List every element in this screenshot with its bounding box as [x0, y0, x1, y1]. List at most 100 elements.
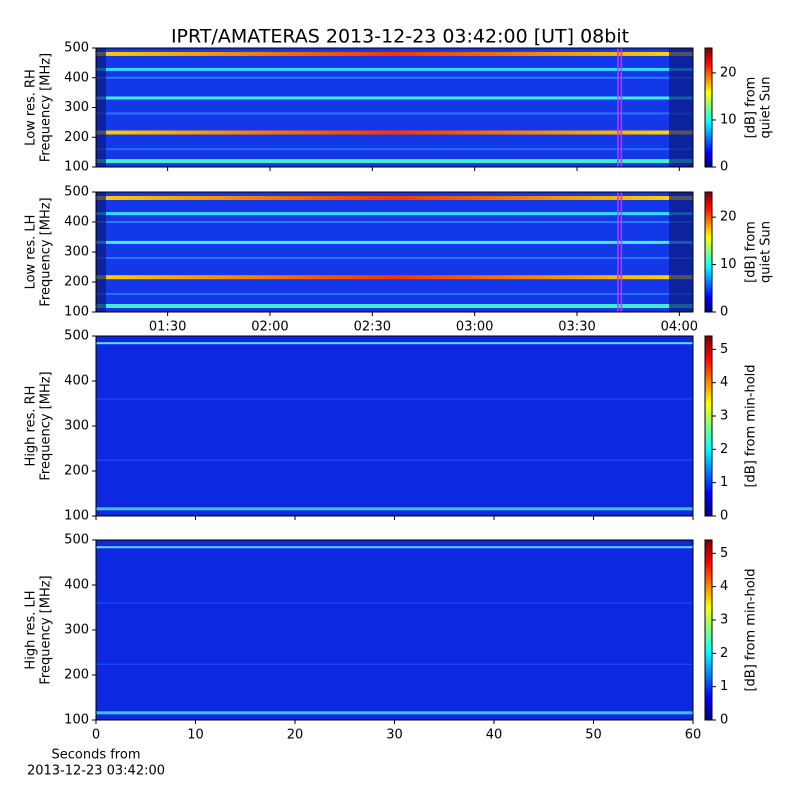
spectrogram-band [96, 293, 693, 295]
x-tick-label: 03:00 [456, 320, 493, 335]
spectrogram-band [96, 212, 693, 216]
y-tick-label: 100 [64, 160, 89, 175]
y-tick-label: 100 [64, 713, 89, 728]
spectrogram-band [96, 602, 693, 604]
colorbar-tick-label: 4 [720, 579, 728, 594]
data-gap [669, 192, 693, 312]
y-tick-label: 100 [64, 509, 89, 524]
x-tick-label: 20 [287, 728, 304, 743]
y-axis-label: High res. LH [24, 590, 39, 669]
spectrogram-band [96, 342, 693, 345]
spectrogram [96, 336, 693, 516]
data-gap [669, 48, 693, 167]
spectrogram [96, 48, 693, 167]
x-tick-label: 60 [685, 728, 702, 743]
spectrogram-band [96, 257, 693, 259]
spectrogram-band [96, 159, 693, 164]
y-axis-label: Frequency [MHz] [39, 575, 54, 684]
y-tick-label: 500 [64, 329, 89, 344]
spectrogram-band [96, 112, 693, 115]
colorbar-tick-label: 0 [720, 713, 728, 728]
colorbar-label: [dB] from [744, 77, 759, 139]
colorbar-tick-label: 2 [720, 442, 728, 457]
figure-title: IPRT/AMATERAS 2013-12-23 03:42:00 [UT] 0… [171, 26, 629, 48]
colorbar-tick-label: 0 [720, 160, 728, 175]
spectrogram-band [96, 130, 693, 135]
spectrogram-band [96, 459, 693, 461]
spectrogram-band [96, 96, 693, 100]
colorbar [704, 335, 713, 517]
x-tick-label: 04:00 [661, 320, 698, 335]
x-tick-label: 01:30 [149, 320, 186, 335]
y-tick-label: 500 [64, 41, 89, 56]
spectrogram-band [96, 51, 693, 56]
y-tick-label: 200 [64, 130, 89, 145]
colorbar-tick-label: 20 [720, 210, 737, 225]
data-gap [96, 48, 106, 167]
spectrogram-band [96, 663, 693, 665]
y-tick-label: 400 [64, 578, 89, 593]
spectrogram-band [96, 304, 693, 308]
x-axis-label: Seconds from [51, 748, 140, 763]
y-axis-label: Frequency [MHz] [39, 53, 54, 162]
y-tick-label: 400 [64, 374, 89, 389]
spectrogram-band [96, 275, 693, 280]
y-axis-label: Frequency [MHz] [39, 197, 54, 306]
colorbar-tick-label: 0 [720, 305, 728, 320]
y-tick-label: 300 [64, 100, 89, 115]
colorbar [704, 191, 713, 313]
x-tick-label: 50 [585, 728, 602, 743]
colorbar-tick-label: 10 [720, 257, 737, 272]
spectrogram [96, 540, 693, 720]
colorbar-tick-label: 3 [720, 613, 728, 628]
y-axis-label: Low res. RH [24, 69, 39, 146]
spectrogram-band [96, 398, 693, 400]
y-tick-label: 300 [64, 245, 89, 260]
colorbar-label: quiet Sun [759, 221, 774, 283]
x-tick-label: 30 [386, 728, 403, 743]
spectrogram-band [96, 196, 693, 200]
spectrogram-band [96, 148, 693, 151]
colorbar [704, 539, 713, 721]
y-tick-label: 200 [64, 464, 89, 479]
x-tick-label: 03:30 [558, 320, 595, 335]
y-tick-label: 200 [64, 275, 89, 290]
spectrogram-band [96, 240, 693, 244]
x-axis-label: 2013-12-23 03:42:00 [27, 764, 165, 779]
colorbar-label: quiet Sun [759, 76, 774, 138]
colorbar [704, 47, 713, 168]
y-axis-label: High res. RH [24, 386, 39, 467]
spectrogram-band [96, 711, 693, 715]
colorbar-tick-label: 0 [720, 509, 728, 524]
y-axis-label: Frequency [MHz] [39, 371, 54, 480]
x-tick-label: 0 [92, 728, 100, 743]
data-gap [96, 192, 106, 312]
spectrogram-band [96, 507, 693, 511]
y-tick-label: 300 [64, 419, 89, 434]
spectrogram [96, 192, 693, 312]
x-tick-label: 02:00 [251, 320, 288, 335]
y-axis-label: Low res. LH [24, 215, 39, 290]
y-tick-label: 500 [64, 185, 89, 200]
x-tick-label: 40 [486, 728, 503, 743]
colorbar-tick-label: 4 [720, 375, 728, 390]
y-tick-label: 100 [64, 305, 89, 320]
y-tick-label: 500 [64, 533, 89, 548]
colorbar-tick-label: 20 [720, 65, 737, 80]
colorbar-tick-label: 2 [720, 646, 728, 661]
colorbar-tick-label: 3 [720, 409, 728, 424]
colorbar-label: [dB] from [744, 221, 759, 283]
colorbar-tick-label: 5 [720, 546, 728, 561]
x-tick-label: 02:30 [354, 320, 391, 335]
colorbar-tick-label: 10 [720, 112, 737, 127]
y-tick-label: 400 [64, 70, 89, 85]
y-tick-label: 200 [64, 668, 89, 683]
spectrogram-band [96, 76, 693, 79]
spectrogram-band [96, 221, 693, 223]
y-tick-label: 400 [64, 215, 89, 230]
colorbar-label: [dB] from min-hold [744, 568, 759, 691]
x-tick-label: 10 [187, 728, 204, 743]
spectrogram-band [96, 546, 693, 549]
colorbar-tick-label: 1 [720, 475, 728, 490]
